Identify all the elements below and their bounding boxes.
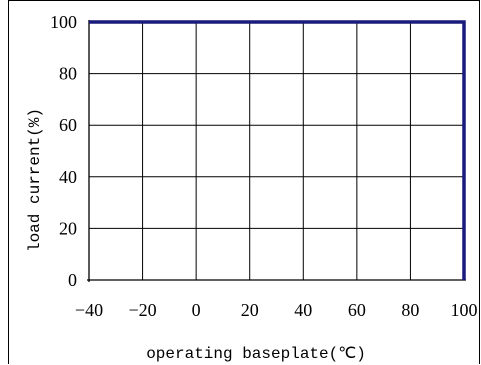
y-tick-label: 60: [59, 115, 77, 135]
y-axis-label: load current(%): [26, 108, 44, 252]
y-tick-label: 80: [59, 64, 77, 84]
x-tick-label: 60: [348, 300, 366, 320]
x-tick-label: −20: [128, 300, 156, 320]
x-tick-label: 40: [294, 300, 312, 320]
chart-frame: [8, 0, 480, 364]
y-tick-label: 100: [50, 12, 77, 32]
axes: [87, 20, 466, 282]
y-tick-labels: 0 20 40 60 80 100: [50, 12, 77, 290]
x-tick-label: 0: [192, 300, 201, 320]
series-group: [89, 20, 466, 280]
y-tick-label: 20: [59, 218, 77, 238]
grid: [89, 21, 465, 280]
x-tick-label: −40: [75, 300, 103, 320]
x-tick-labels: −40 −20 0 20 40 60 80 100: [75, 300, 478, 320]
x-tick-label: 100: [451, 300, 478, 320]
x-axis-label: operating baseplate(℃): [146, 345, 366, 363]
x-tick-label: 80: [401, 300, 419, 320]
y-tick-label: 0: [68, 270, 77, 290]
x-tick-label: 20: [241, 300, 259, 320]
y-tick-label: 40: [59, 167, 77, 187]
series-line: [89, 20, 466, 280]
